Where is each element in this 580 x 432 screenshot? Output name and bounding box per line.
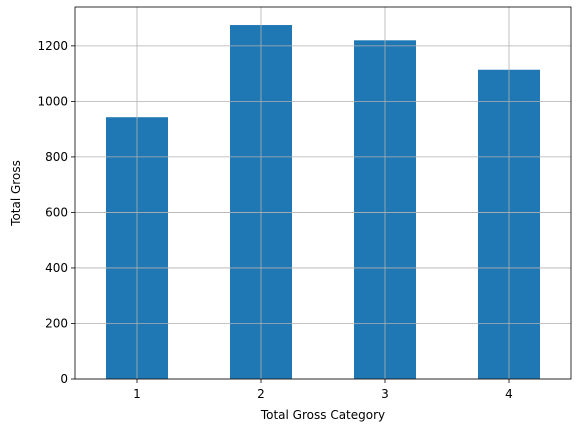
y-tick-label: 400: [45, 261, 68, 275]
y-tick-label: 200: [45, 316, 68, 330]
bars: [75, 7, 571, 380]
y-tick-label: 600: [45, 205, 68, 219]
plot-frame: [74, 6, 572, 380]
y-tick-label: 800: [45, 150, 68, 164]
x-tick-label: 3: [381, 387, 389, 401]
x-axis-label: Total Gross Category: [260, 408, 385, 422]
x-axis-ticks: 1 2 3 4: [133, 379, 513, 401]
y-axis-ticks: 0 200 400 600 800 1000 1200: [37, 39, 75, 386]
y-tick-label: 0: [60, 372, 68, 386]
y-tick-label: 1200: [37, 39, 68, 53]
x-tick-label: 1: [133, 387, 141, 401]
x-tick-label: 2: [257, 387, 265, 401]
y-tick-label: 1000: [37, 94, 68, 108]
y-axis-label: Total Gross: [9, 160, 23, 227]
x-tick-label: 4: [505, 387, 513, 401]
